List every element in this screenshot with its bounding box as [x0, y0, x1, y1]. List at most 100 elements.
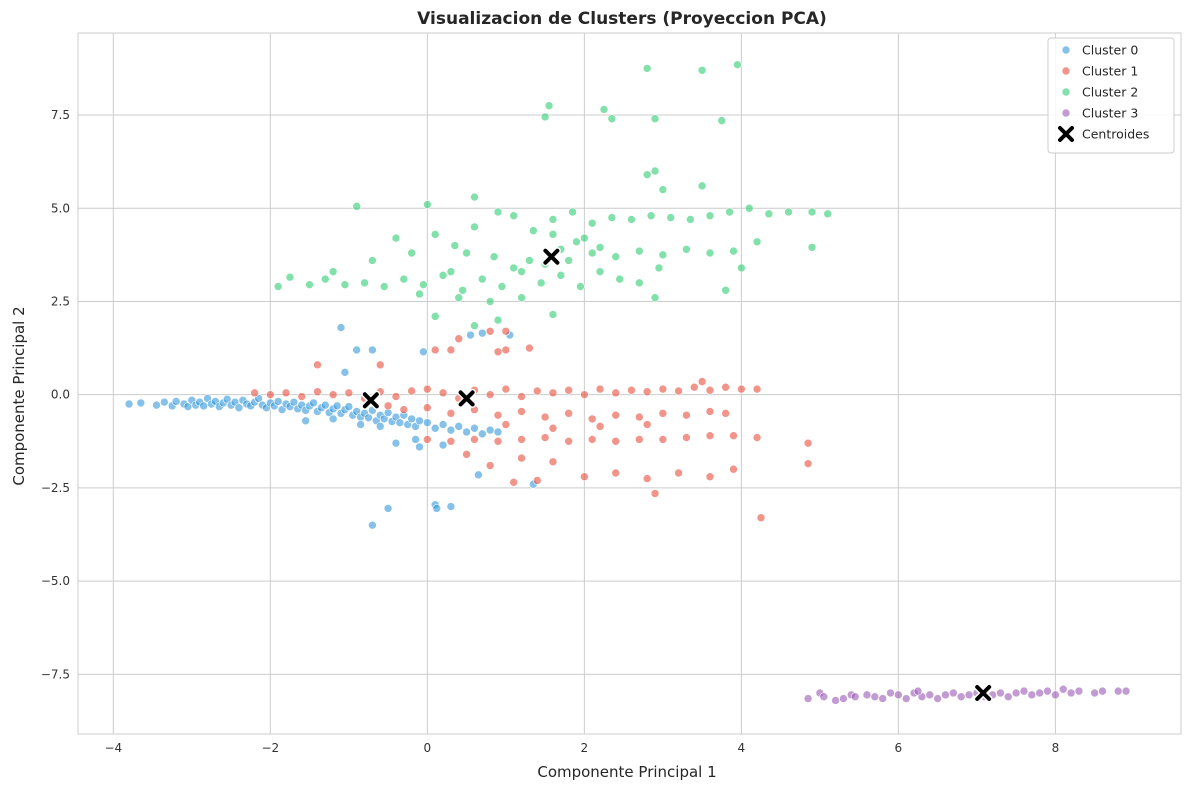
cluster-2-point — [658, 250, 668, 260]
cluster-3-point — [1058, 684, 1068, 694]
cluster-1-point — [501, 326, 511, 336]
cluster-2-point — [721, 285, 730, 295]
cluster-1-point — [454, 334, 464, 344]
cluster-0-point — [391, 438, 401, 448]
cluster-3-point — [1113, 686, 1123, 696]
cluster-2-point — [635, 246, 644, 256]
cluster-2-point — [489, 252, 499, 262]
cluster-3-point — [956, 692, 966, 702]
cluster-1-point — [674, 468, 683, 478]
cluster-2-point — [784, 207, 793, 217]
legend-entry-label: Cluster 2 — [1082, 85, 1138, 100]
cluster-0-point — [379, 414, 389, 424]
cluster-1-point — [250, 388, 259, 398]
cluster-1-point — [430, 345, 440, 355]
legend-box — [1047, 37, 1175, 154]
cluster-1-point — [391, 392, 401, 401]
cluster-1-point — [642, 420, 652, 429]
cluster-2-point — [564, 256, 573, 265]
cluster-3-point — [901, 694, 911, 703]
cluster-1-point — [493, 410, 503, 420]
cluster-2-point — [587, 248, 597, 258]
cluster-1-point — [689, 382, 699, 392]
cluster-0-point — [222, 394, 232, 404]
cluster-1-point — [729, 431, 738, 441]
cluster-0-point — [446, 502, 456, 511]
cluster-3-point — [1066, 688, 1076, 698]
y-tick-label: 0.0 — [51, 388, 70, 402]
cluster-2-point — [399, 274, 409, 284]
cluster-0-point — [336, 323, 346, 332]
cluster-3-point — [949, 688, 958, 698]
cluster-2-point — [752, 237, 762, 247]
cluster-1-point — [705, 385, 715, 395]
cluster-1-point — [423, 435, 432, 444]
cluster-2-point — [607, 213, 617, 222]
cluster-2-point — [607, 114, 617, 124]
cluster-1-point — [611, 388, 621, 398]
cluster-0-point — [136, 398, 146, 408]
legend-entry-label: Cluster 3 — [1082, 106, 1138, 121]
cluster-1-point — [803, 438, 813, 448]
cluster-0-point — [289, 397, 299, 407]
cluster-0-point — [411, 435, 420, 444]
cluster-0-point — [478, 429, 487, 439]
y-tick-label: 2.5 — [51, 294, 70, 308]
y-tick-label: −2.5 — [41, 481, 70, 495]
cluster-2-point — [697, 65, 707, 75]
cluster-2-point — [497, 282, 507, 291]
cluster-3-point — [964, 690, 974, 700]
y-tick-label: 7.5 — [51, 108, 70, 122]
cluster-2-point — [650, 293, 660, 303]
cluster-1-point — [682, 433, 691, 442]
cluster-1-point — [328, 390, 338, 399]
cluster-2-point — [580, 233, 589, 243]
cluster-1-point — [611, 436, 621, 446]
cluster-1-point — [462, 450, 471, 459]
cluster-2-point — [478, 274, 487, 284]
cluster-2-point — [705, 248, 715, 258]
cluster-2-point — [438, 271, 448, 280]
cluster-2-point — [544, 101, 554, 111]
cluster-1-point — [752, 433, 762, 442]
cluster-2-point — [729, 246, 738, 256]
cluster-2-point — [493, 207, 503, 217]
cluster-1-point — [611, 410, 621, 420]
cluster-0-point — [160, 397, 169, 407]
cluster-1-point — [281, 388, 291, 398]
cluster-0-point — [415, 416, 424, 426]
cluster-2-point — [458, 285, 467, 295]
cluster-2-point — [556, 271, 566, 280]
cluster-2-point — [548, 310, 558, 319]
cluster-2-point — [737, 263, 746, 273]
cluster-0-point — [344, 402, 354, 411]
cluster-2-point — [725, 207, 734, 217]
cluster-3-point — [941, 690, 950, 700]
cluster-1-point — [375, 360, 385, 370]
cluster-2-point — [615, 274, 624, 284]
y-axis-title: Componente Principal 2 — [10, 306, 28, 485]
cluster-1-point — [697, 377, 707, 386]
legend-marker-centroides — [1056, 124, 1076, 144]
cluster-2-point — [611, 252, 621, 262]
legend-marker — [1061, 66, 1071, 76]
cluster-3-point — [862, 690, 872, 700]
cluster-1-point — [540, 433, 550, 442]
cluster-2-point — [454, 293, 464, 303]
centroid-marker — [973, 683, 993, 703]
cluster-0-point — [474, 470, 483, 480]
cluster-1-point — [446, 409, 456, 418]
cluster-3-point — [819, 692, 829, 702]
cluster-2-point — [595, 243, 605, 252]
cluster-0-point — [332, 401, 342, 411]
cluster-1-point — [627, 385, 636, 395]
cluster-0-point — [407, 414, 416, 424]
cluster-0-point — [470, 423, 479, 433]
cluster-1-point — [501, 420, 511, 429]
tick-labels: −4 −2 0 2 4 6 8 −7.5 −5.0 −2.5 0.0 2.5 5.0 7.5 — [41, 108, 1059, 755]
cluster-2-point — [654, 263, 664, 273]
cluster-3-point — [1027, 690, 1037, 700]
cluster-2-point — [548, 230, 558, 239]
cluster-1-point — [595, 384, 605, 394]
